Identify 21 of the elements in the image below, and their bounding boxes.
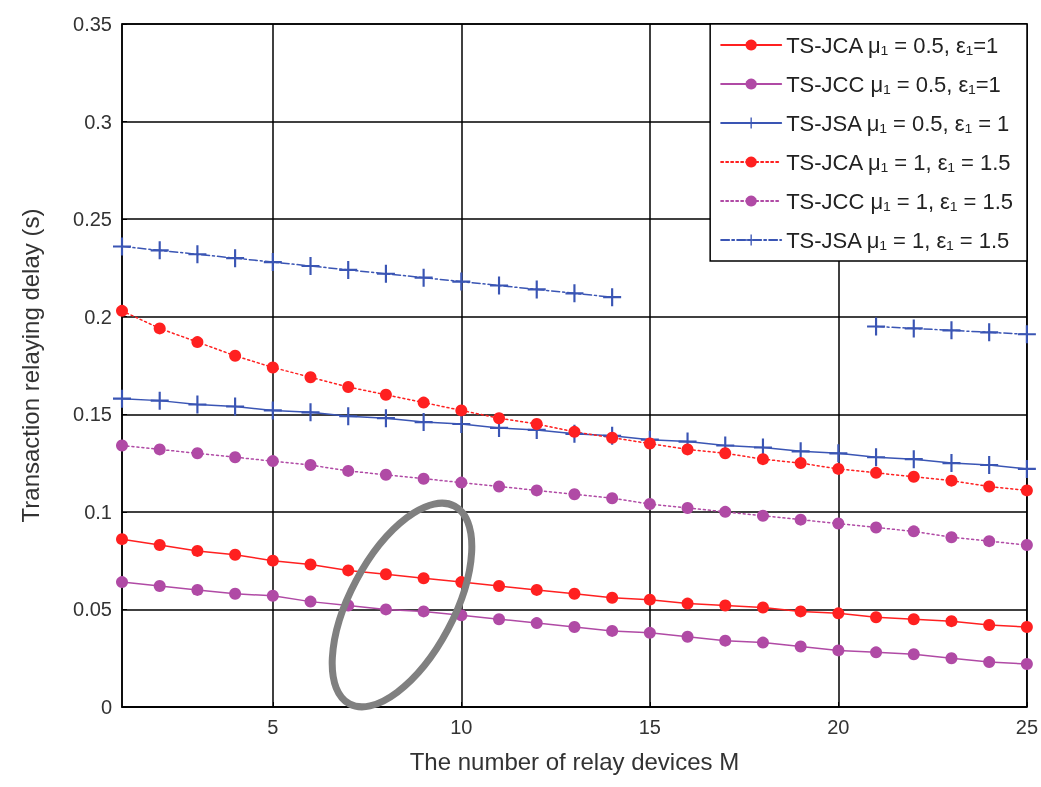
legend-label: TS-JSA μ₁ = 1, ε₁ = 1.5 bbox=[786, 227, 1010, 253]
legend-label: TS-JCA μ₁ = 0.5, ε₁=1 bbox=[786, 32, 999, 58]
y-tick-label: 0.2 bbox=[84, 305, 112, 328]
y-tick-label: 0 bbox=[100, 696, 112, 718]
x-tick-label: 15 bbox=[638, 716, 661, 738]
x-tick-label: 10 bbox=[450, 716, 473, 738]
x-tick-label: 5 bbox=[267, 716, 279, 738]
y-tick-label: 0.15 bbox=[73, 403, 112, 426]
y-tick-label: 0.1 bbox=[84, 500, 112, 523]
legend-label: TS-JCC μ₁ = 0.5, ε₁=1 bbox=[786, 71, 1001, 97]
legend-label: TS-JSA μ₁ = 0.5, ε₁ = 1 bbox=[786, 110, 1010, 136]
x-axis-title: The number of relay devices M bbox=[409, 747, 740, 775]
y-tick-label: 0.3 bbox=[84, 110, 112, 133]
legend-label: TS-JCA μ₁ = 1, ε₁ = 1.5 bbox=[786, 149, 1011, 175]
x-tick-label: 25 bbox=[1015, 716, 1038, 738]
y-axis-title: Transaction relaying delay (s) bbox=[16, 208, 44, 523]
legend-label: TS-JCC μ₁ = 1, ε₁ = 1.5 bbox=[786, 188, 1013, 214]
x-tick-label: 20 bbox=[827, 716, 850, 738]
y-tick-label: 0.05 bbox=[73, 598, 112, 621]
y-tick-label: 0.25 bbox=[73, 208, 112, 231]
y-tick-label: 0.35 bbox=[73, 13, 112, 35]
